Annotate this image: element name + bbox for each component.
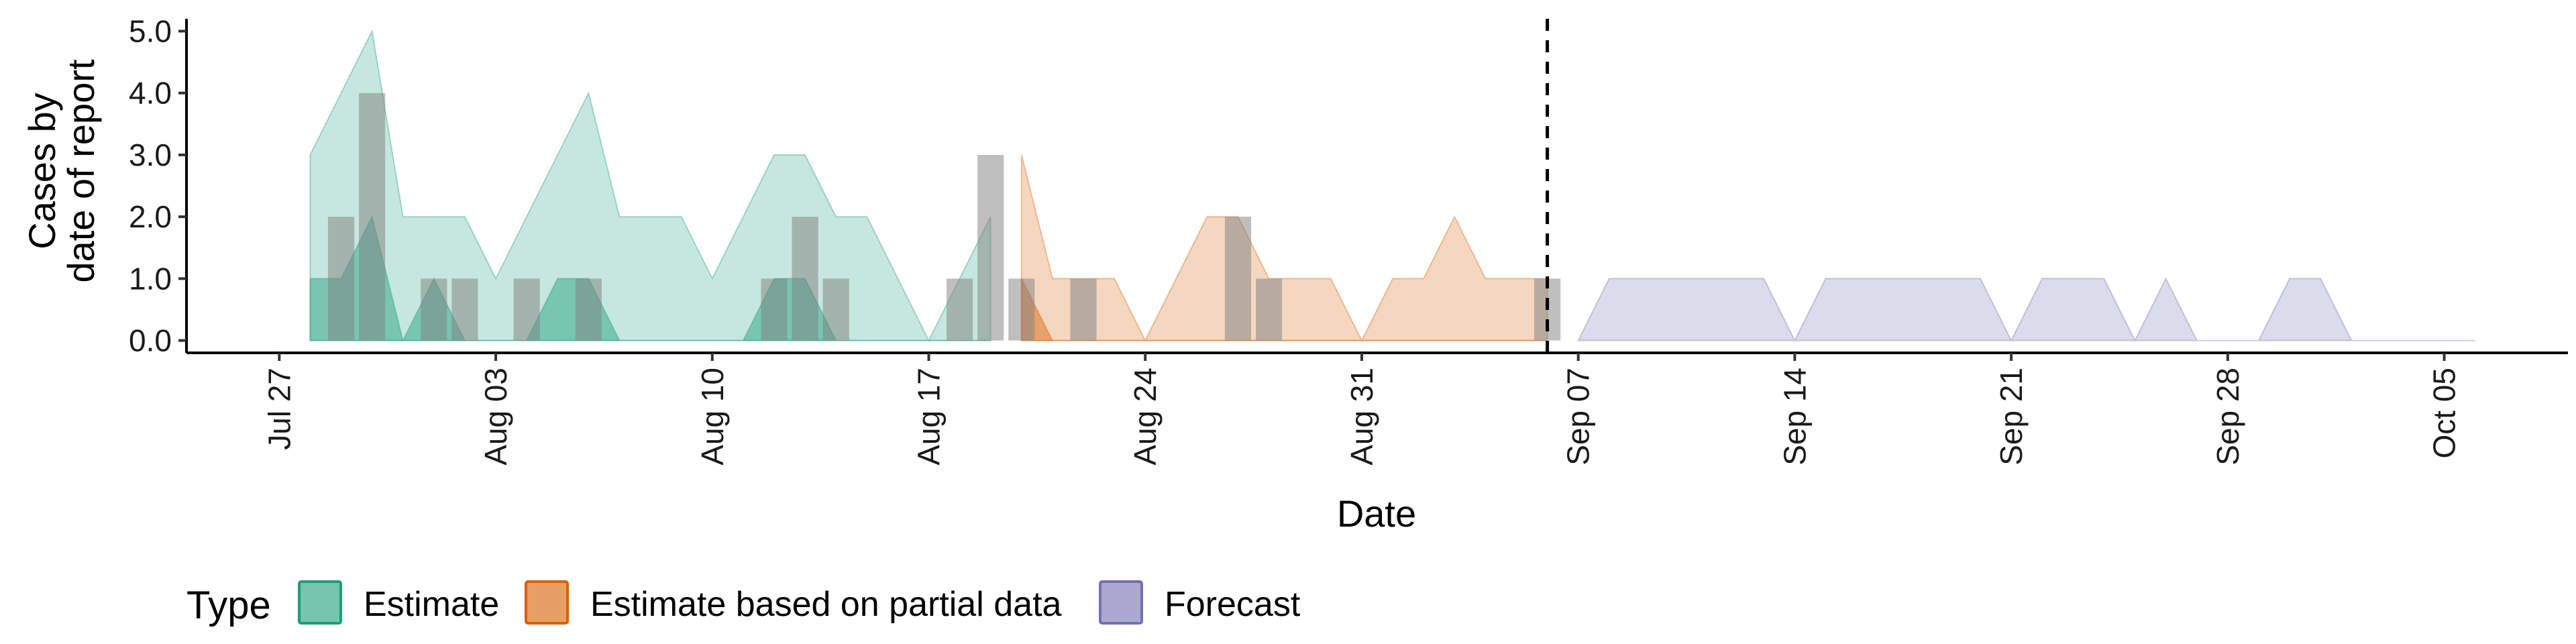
legend-swatch-forecast [1099,580,1143,625]
bar-2020-08-20 [1008,278,1035,341]
ribbon-estimate-outer-0 [309,29,991,342]
ribbon-estimate-based-on-partial-data-outer-2 [1020,154,1548,342]
y-tick-label-3: 3.0 [129,138,172,172]
x-tick-label-1: Aug 03 [478,368,513,466]
x-tick-label-4: Aug 24 [1128,368,1163,466]
bar-2020-08-04 [513,278,540,341]
bar-layer [327,93,1561,341]
x-tick-label-6: Sep 07 [1561,368,1596,466]
x-tick-label-9: Sep 28 [2210,368,2245,466]
y-tick-label-5: 5.0 [129,13,172,48]
y-axis-title-line-2: date of report [60,59,102,283]
y-tick-label-0: 0.0 [129,323,172,358]
legend-swatch-estimate [298,580,342,625]
y-axis-title-line-1: Cases by [21,93,63,249]
ribbon-forecast-outer-4 [1577,277,2475,342]
x-tick-label-3: Aug 17 [912,368,947,466]
y-tick-label-4: 4.0 [129,76,172,111]
bar-2020-08-27 [1224,217,1252,341]
bar-2020-08-13 [792,217,818,341]
bar-2020-08-14 [822,278,849,341]
x-tick-label-7: Sep 14 [1777,368,1812,466]
y-axis-ticks: 0.0 1.0 2.0 3.0 4.0 5.0 [129,13,186,358]
y-tick-label-1: 1.0 [129,261,172,296]
x-tick-label-5: Aug 31 [1344,368,1379,466]
x-tick-label-8: Sep 21 [1994,368,2029,466]
legend-swatch-partial [525,580,569,625]
bar-2020-08-02 [451,278,478,341]
bar-2020-08-28 [1256,278,1283,341]
x-tick-label-10: Oct 05 [2427,368,2462,459]
legend-label-forecast: Forecast [1165,585,1301,624]
ribbon-estimate-based-on-partial-data-inner-3 [1020,278,1548,341]
x-tick-label-2: Aug 10 [695,368,730,466]
bar-2020-08-18 [947,278,973,341]
legend-title: Type [186,584,271,627]
bar-2020-08-12 [761,278,788,341]
bar-2020-07-29 [327,217,355,341]
bar-2020-08-06 [575,278,602,341]
legend: Type Estimate Estimate based on partial … [186,580,1301,627]
ribbon-estimate-inner-1 [309,215,991,343]
ribbon-layer [309,29,2475,343]
bar-2020-08-19 [977,154,1004,341]
x-axis-ticks: Jul 27 Aug 03 Aug 10 Aug 17 Aug 24 Aug 31 Sep … [262,353,2462,466]
bar-2020-07-30 [359,93,386,341]
bar-2020-08-22 [1070,278,1097,341]
legend-label-partial: Estimate based on partial data [590,585,1062,624]
legend-label-estimate: Estimate [364,585,499,624]
bar-2020-08-01 [421,278,447,341]
y-tick-label-2: 2.0 [129,199,172,234]
x-tick-label-0: Jul 27 [262,368,297,450]
x-axis-title: Date [1337,492,1416,535]
